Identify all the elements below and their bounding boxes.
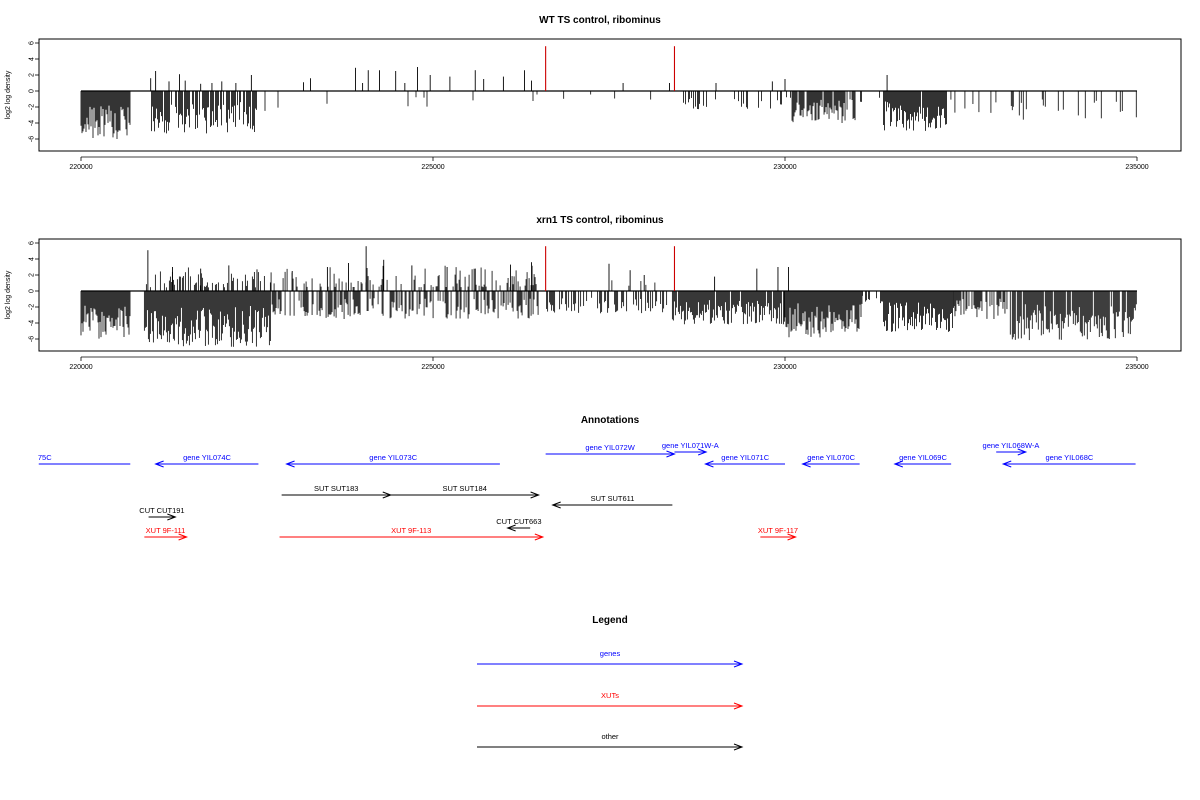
y-axis-label: log2 log density <box>5 70 12 119</box>
y-tick-label: 6 <box>29 241 36 245</box>
y-tick-label: -6 <box>29 336 36 342</box>
annotation-arrow: SUT SUT184 <box>390 484 541 499</box>
annotation-label: 75C <box>38 453 52 462</box>
annotations-title: Annotations <box>581 415 640 426</box>
chart-title: WT TS control, ribominus <box>539 15 661 26</box>
x-tick-label: 220000 <box>69 364 92 371</box>
annotation-arrow: SUT SUT183 <box>281 484 393 499</box>
arrow-head <box>506 524 516 532</box>
x-tick-label: 230000 <box>773 364 796 371</box>
annotation-arrow: XUT 9F-113 <box>279 526 545 541</box>
arrow-head <box>697 448 708 456</box>
annotation-label: SUT SUT184 <box>442 484 486 493</box>
y-tick-label: -4 <box>29 320 36 326</box>
annotation-label: SUT SUT611 <box>591 494 635 503</box>
y-tick-label: 4 <box>29 257 36 261</box>
annotation-arrow: gene YIL072W <box>545 443 676 458</box>
annotation-arrow: gene YIL070C <box>801 453 860 468</box>
arrow-head <box>1017 448 1028 456</box>
x-tick-label: 220000 <box>69 164 92 171</box>
annotation-arrow: CUT CUT663 <box>496 517 542 532</box>
x-tick-label: 235000 <box>1125 164 1148 171</box>
y-axis-label: log2 log density <box>5 270 12 319</box>
y-tick-label: -2 <box>29 104 36 110</box>
annotation-label: gene YIL069C <box>899 453 947 462</box>
arrow-head <box>704 460 714 468</box>
annotation-arrow: SUT SUT611 <box>551 494 673 509</box>
x-tick-label: 225000 <box>421 164 444 171</box>
annotation-arrow: CUT CUT191 <box>139 506 185 521</box>
y-tick-label: 4 <box>29 57 36 61</box>
legend-item: XUTs <box>477 691 744 710</box>
legend-label: genes <box>600 649 621 658</box>
annotation-label: XUT 9F-113 <box>391 526 431 535</box>
y-tick-label: -6 <box>29 136 36 142</box>
legend-panel: Legend genes XUTs other <box>477 615 744 751</box>
y-tick-label: 0 <box>29 289 36 293</box>
annotation-arrow: gene YIL071C <box>704 453 785 468</box>
chart-panel-1: WT TS control, ribominus 6 4 2 0 -2 -4 -6 log2 l… <box>5 15 1182 171</box>
annotation-arrow: gene YIL068C <box>1001 453 1136 468</box>
legend-item: other <box>477 732 744 751</box>
y-tick-label: 6 <box>29 41 36 45</box>
x-tick-label: 235000 <box>1125 364 1148 371</box>
annotation-label: CUT CUT191 <box>139 506 184 515</box>
arrow-head <box>733 702 744 710</box>
arrow-head <box>178 533 189 541</box>
annotation-label: gene YIL074C <box>183 453 231 462</box>
arrow-head <box>1001 460 1012 468</box>
arrow-head <box>551 501 561 509</box>
y-tick-label: 2 <box>29 73 36 77</box>
chart-title: xrn1 TS control, ribominus <box>536 215 664 226</box>
annotation-label: gene YIL071W-A <box>662 441 719 450</box>
annotation-label: gene YIL068C <box>1046 453 1094 462</box>
arrow-head <box>733 660 744 668</box>
legend-title: Legend <box>592 615 628 626</box>
annotation-arrow: gene YIL074C <box>154 453 259 468</box>
annotation-label: gene YIL070C <box>807 453 855 462</box>
bar-series <box>80 46 1137 139</box>
annotation-arrow: gene YIL071W-A <box>662 441 719 456</box>
annotation-label: gene YIL068W-A <box>983 441 1040 450</box>
y-tick-label: -4 <box>29 120 36 126</box>
annotation-label: SUT SUT183 <box>314 484 358 493</box>
annotation-label: XUT 9F-117 <box>758 526 798 535</box>
legend-label: XUTs <box>601 691 619 700</box>
annotation-arrow: gene YIL073C <box>285 453 500 468</box>
annotation-label: gene YIL073C <box>369 453 417 462</box>
arrow-head <box>285 460 295 468</box>
arrow-head <box>801 460 811 468</box>
y-tick-label: 2 <box>29 273 36 277</box>
arrow-head <box>154 460 164 468</box>
x-tick-label: 230000 <box>773 164 796 171</box>
legend-item: genes <box>477 649 744 668</box>
annotation-arrow: 75C <box>38 453 131 465</box>
arrow-head <box>530 491 541 499</box>
arrow-head <box>534 533 545 541</box>
annotation-arrow: XUT 9F-111 <box>144 526 189 541</box>
chart-panel-2: xrn1 TS control, ribominus 6 4 2 0 -2 -4 -6 log2… <box>5 215 1182 371</box>
y-tick-label: 0 <box>29 89 36 93</box>
x-tick-label: 225000 <box>421 364 444 371</box>
annotation-label: XUT 9F-111 <box>146 526 186 535</box>
annotations-panel: Annotations 75C gene YIL074C gene YIL073C ge… <box>38 415 1136 541</box>
arrow-head <box>666 450 676 458</box>
arrow-head <box>787 533 797 541</box>
annotation-label: gene YIL072W <box>585 443 635 452</box>
annotation-arrow: gene YIL068W-A <box>983 441 1040 456</box>
legend-label: other <box>601 732 619 741</box>
arrow-head <box>167 513 177 521</box>
arrow-head <box>893 460 903 468</box>
arrow-head <box>733 743 744 751</box>
annotation-arrow: gene YIL069C <box>893 453 952 468</box>
annotation-arrow: XUT 9F-117 <box>758 526 798 541</box>
bar-series <box>80 246 1137 347</box>
annotation-label: gene YIL071C <box>721 453 769 462</box>
y-tick-label: -2 <box>29 304 36 310</box>
annotation-label: CUT CUT663 <box>496 517 541 526</box>
